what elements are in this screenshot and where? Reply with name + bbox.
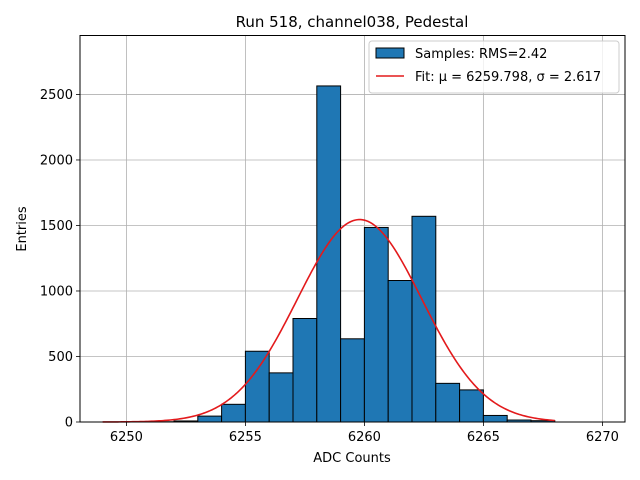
histogram-bar [268, 372, 294, 423]
y-axis-label: Entries [15, 206, 30, 252]
y-tick-label: 500 [48, 350, 73, 365]
y-tick-label: 2000 [40, 153, 73, 168]
histogram-bars [149, 85, 556, 423]
y-tick-label: 1500 [40, 219, 73, 234]
y-tick-label: 2500 [40, 88, 73, 103]
x-tick-label: 6265 [467, 430, 500, 445]
chart-title: Run 518, channel038, Pedestal [236, 13, 469, 31]
legend-box [368, 40, 620, 94]
x-axis-label: ADC Counts [313, 451, 391, 466]
x-tick-label: 6270 [586, 430, 619, 445]
x-tick-label: 6255 [229, 430, 262, 445]
legend: Samples: RMS=2.42 Fit: μ = 6259.798, σ =… [368, 40, 620, 94]
x-tick-label: 6250 [110, 430, 143, 445]
y-axis-ticks: 0 500 1000 1500 2000 2500 [40, 88, 80, 431]
histogram-bar [363, 226, 389, 423]
histogram-bar [387, 280, 413, 423]
histogram-bar [197, 415, 223, 423]
histogram-bar [459, 389, 484, 423]
x-tick-label: 6260 [348, 430, 381, 445]
legend-label-fit: Fit: μ = 6259.798, σ = 2.617 [415, 70, 601, 85]
gaussian-fit-curve [102, 218, 555, 423]
histogram-bar [316, 85, 342, 423]
plot-frame [79, 35, 626, 423]
histogram-bar [340, 338, 365, 423]
fit-curve-layer [102, 218, 555, 423]
histogram-bar [482, 414, 508, 423]
histogram-bar [244, 350, 270, 423]
y-tick-label: 0 [65, 416, 73, 431]
y-tick-label: 1000 [40, 284, 73, 299]
legend-swatch-samples [375, 47, 405, 59]
histogram-bar [435, 382, 461, 423]
legend-label-samples: Samples: RMS=2.42 [415, 47, 547, 62]
x-axis-ticks: 6250 6255 6260 6265 6270 [110, 422, 619, 445]
histogram-bar [292, 317, 318, 423]
histogram-bar [221, 403, 246, 423]
